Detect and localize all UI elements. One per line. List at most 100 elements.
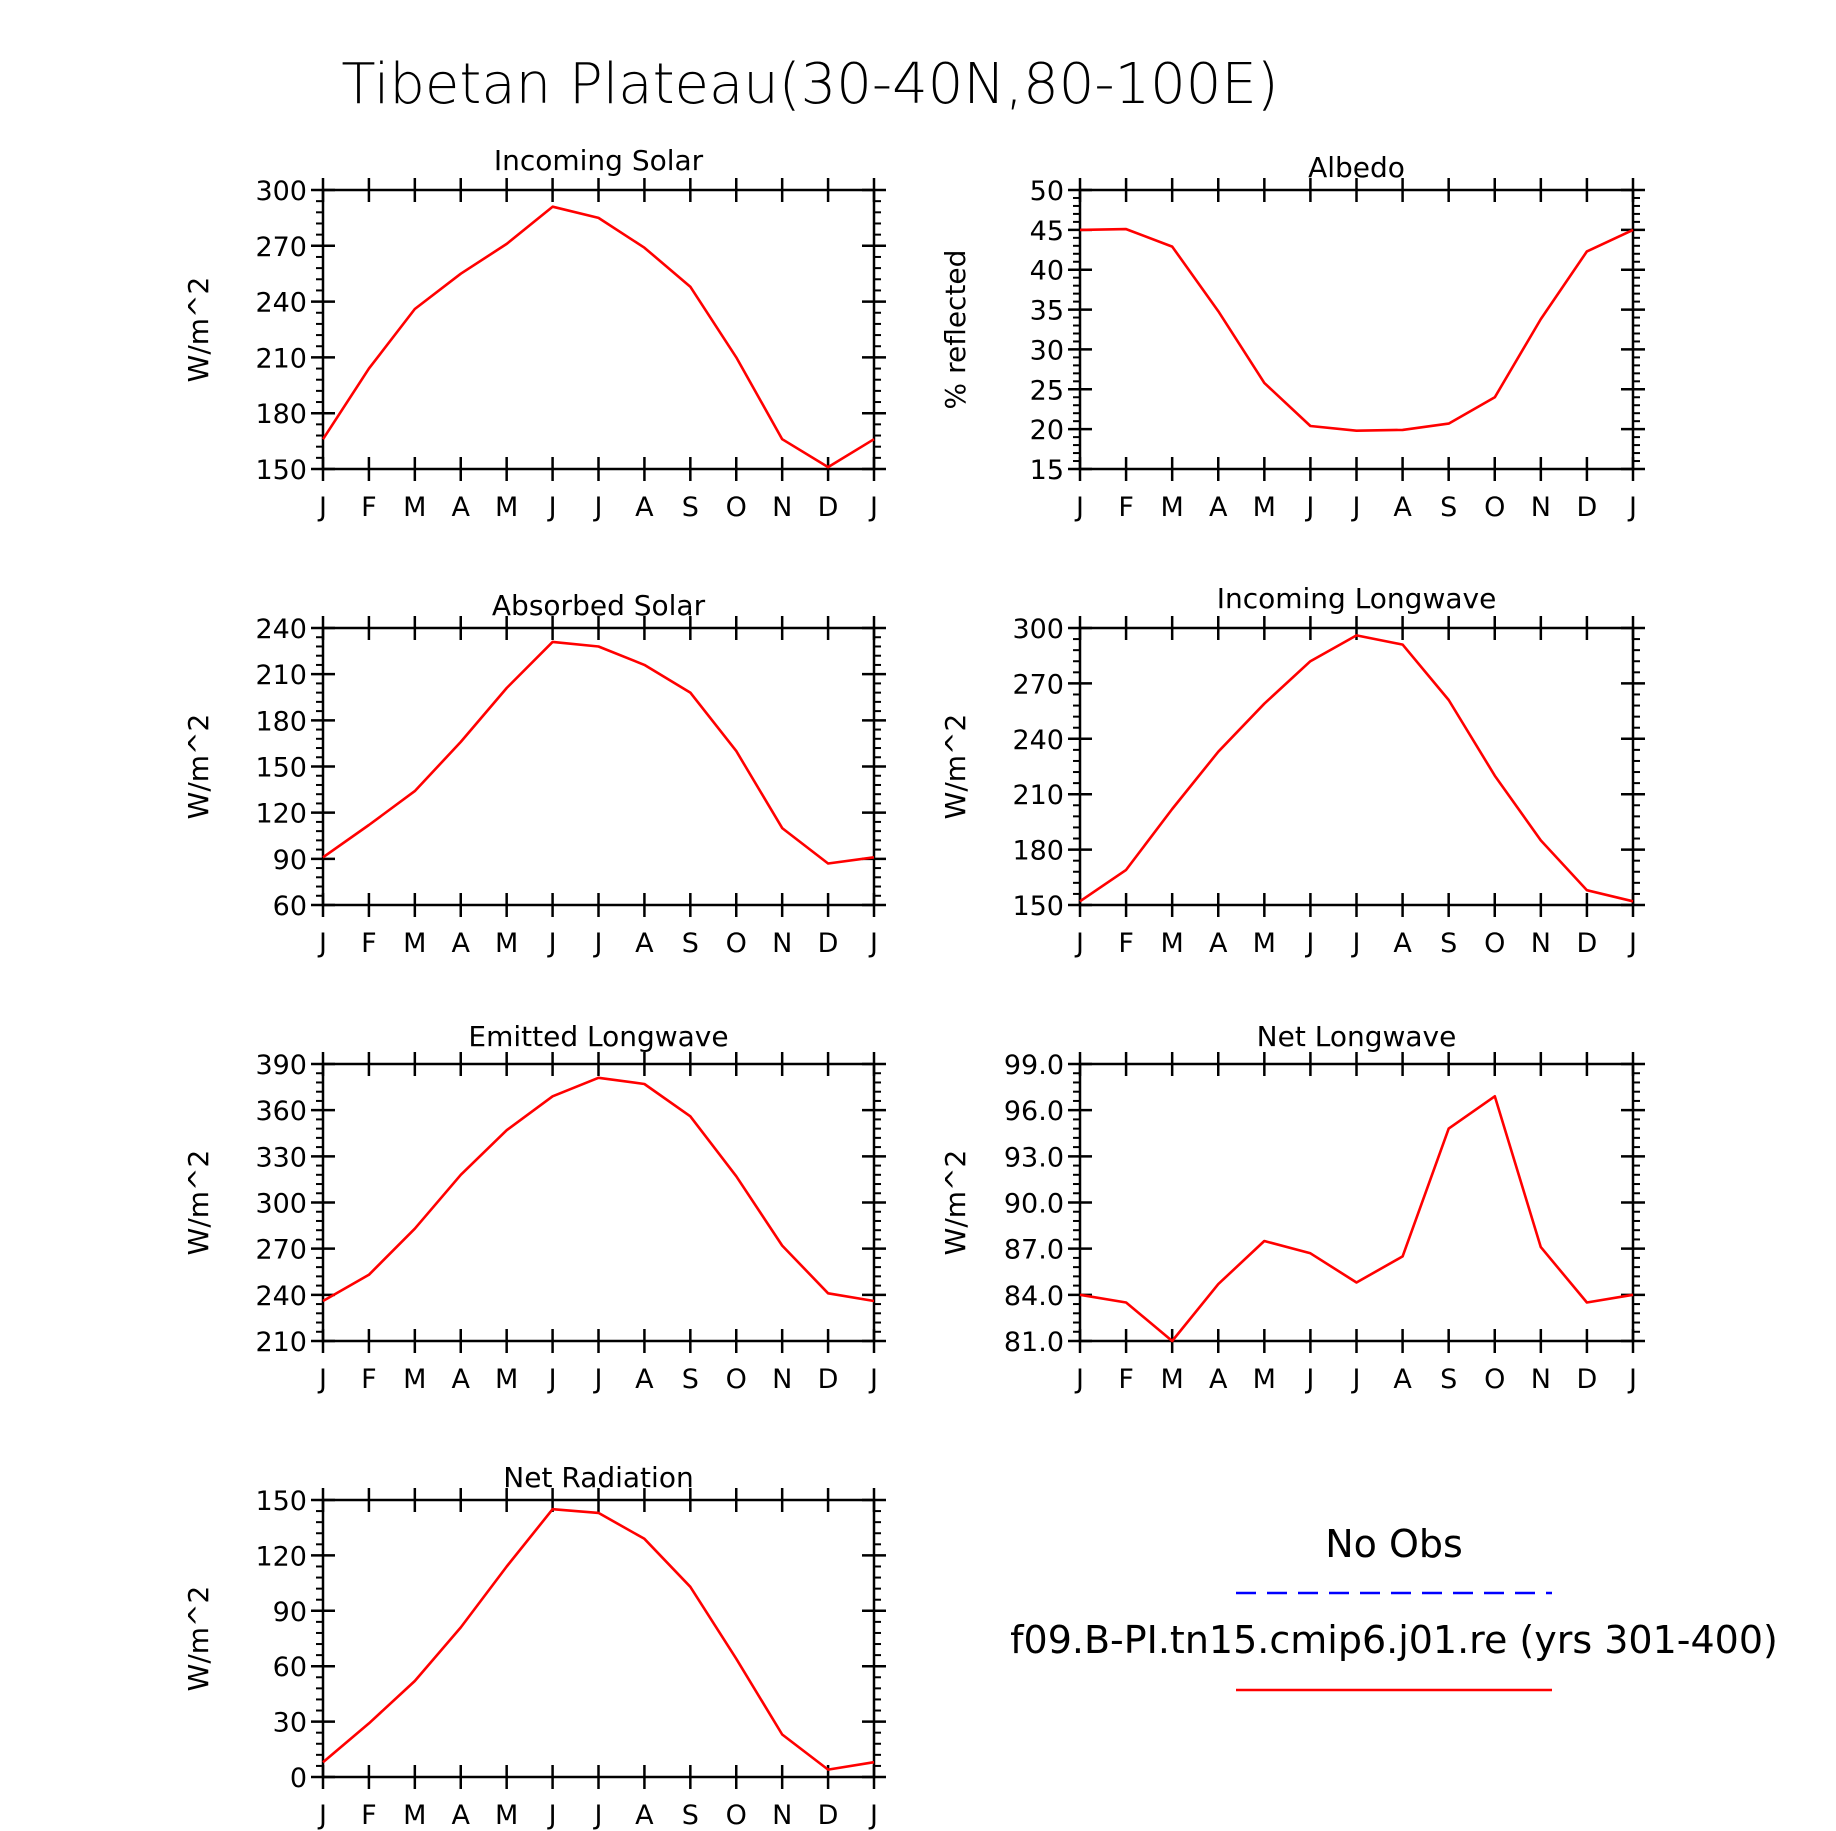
y-tick-label: 90	[273, 1597, 307, 1628]
x-tick-label: J	[1074, 492, 1084, 523]
plot-frame	[1078, 626, 1635, 907]
x-tick-label: M	[403, 492, 426, 523]
x-tick-label: F	[361, 1800, 377, 1831]
x-tick-label: M	[403, 1364, 426, 1395]
x-tick-label: J	[1627, 928, 1637, 959]
y-axis-label: W/m^2	[182, 1150, 215, 1256]
y-tick-label: 20	[1030, 415, 1064, 446]
x-tick-label: O	[726, 928, 747, 959]
y-tick-label: 210	[255, 660, 307, 691]
y-tick-label: 35	[1030, 296, 1064, 327]
plot-frame	[1078, 1062, 1635, 1343]
y-tick-label: 360	[255, 1096, 307, 1127]
x-tick-label: F	[361, 492, 377, 523]
y-tick-label: 60	[273, 1652, 307, 1683]
y-tick-label: 300	[255, 176, 307, 207]
x-tick-label: O	[1484, 1364, 1505, 1395]
x-tick-label: J	[1627, 492, 1637, 523]
y-tick-label: 240	[255, 1281, 307, 1312]
y-tick-label: 30	[1030, 335, 1064, 366]
x-tick-label: J	[1627, 1364, 1637, 1395]
y-tick-label: 210	[255, 343, 307, 374]
x-tick-label: J	[593, 492, 603, 523]
y-tick-label: 300	[255, 1189, 307, 1220]
panel-title: Net Longwave	[1257, 1020, 1457, 1053]
y-tick-label: 81.0	[1004, 1327, 1064, 1358]
x-tick-label: J	[1351, 928, 1361, 959]
x-tick-label: J	[1351, 492, 1361, 523]
series-line	[322, 640, 875, 865]
x-tick-label: S	[1440, 492, 1457, 523]
x-tick-label: J	[317, 1364, 327, 1395]
x-tick-label: O	[1484, 928, 1505, 959]
x-tick-label: D	[818, 492, 839, 523]
x-tick-label: J	[547, 1800, 557, 1831]
legend-model-label: f09.B-PI.tn15.cmip6.j01.re (yrs 301-400)	[1010, 1618, 1778, 1662]
plot-frame	[321, 1062, 876, 1343]
figure-title: Tibetan Plateau(30-40N,80-100E)	[341, 52, 1278, 117]
y-tick-label: 240	[255, 288, 307, 319]
x-tick-label: M	[1161, 928, 1184, 959]
y-tick-label: 0	[290, 1763, 307, 1794]
x-tick-label: F	[361, 928, 377, 959]
y-tick-label: 150	[1012, 891, 1064, 922]
y-tick-label: 240	[1012, 725, 1064, 756]
x-tick-label: M	[495, 492, 518, 523]
y-tick-label: 150	[255, 1486, 307, 1517]
x-tick-label: O	[726, 1800, 747, 1831]
x-tick-label: J	[547, 1364, 557, 1395]
x-tick-label: F	[1118, 1364, 1134, 1395]
x-tick-label: J	[1351, 1364, 1361, 1395]
plot-frame	[1078, 188, 1635, 471]
x-tick-label: S	[1440, 928, 1457, 959]
x-tick-label: N	[1531, 928, 1551, 959]
x-tick-label: D	[1577, 928, 1598, 959]
y-tick-label: 60	[273, 891, 307, 922]
y-axis-label: W/m^2	[182, 714, 215, 820]
x-tick-label: J	[868, 492, 878, 523]
y-axis-label: W/m^2	[939, 714, 972, 820]
series-line	[322, 1507, 875, 1771]
y-tick-label: 390	[255, 1050, 307, 1081]
x-tick-label: M	[495, 928, 518, 959]
y-tick-label: 25	[1030, 375, 1064, 406]
y-tick-label: 93.0	[1004, 1142, 1064, 1173]
x-tick-label: M	[495, 1364, 518, 1395]
series-line	[1079, 634, 1634, 903]
y-tick-label: 180	[1012, 836, 1064, 867]
x-tick-label: S	[682, 928, 699, 959]
plot-frame	[321, 188, 876, 471]
y-tick-label: 210	[1012, 780, 1064, 811]
x-tick-label: J	[1304, 928, 1314, 959]
y-axis-label: % reflected	[939, 250, 972, 410]
x-tick-label: D	[818, 1364, 839, 1395]
x-tick-label: A	[1209, 492, 1228, 523]
y-tick-label: 84.0	[1004, 1281, 1064, 1312]
x-tick-label: M	[1161, 492, 1184, 523]
x-tick-label: A	[635, 492, 654, 523]
plot-frame	[321, 626, 876, 907]
x-tick-label: J	[593, 928, 603, 959]
x-tick-label: O	[1484, 492, 1505, 523]
x-tick-label: A	[1393, 928, 1412, 959]
x-tick-label: A	[1209, 1364, 1228, 1395]
x-tick-label: A	[452, 492, 471, 523]
x-tick-label: J	[1074, 1364, 1084, 1395]
panel-title: Incoming Solar	[494, 144, 704, 177]
legend-obs-label: No Obs	[1325, 1522, 1463, 1566]
x-tick-label: A	[452, 928, 471, 959]
x-tick-label: A	[1393, 1364, 1412, 1395]
x-tick-label: N	[772, 928, 792, 959]
panel-title: Emitted Longwave	[468, 1020, 728, 1053]
y-tick-label: 270	[1012, 669, 1064, 700]
y-tick-label: 270	[255, 232, 307, 263]
y-tick-label: 240	[255, 614, 307, 645]
x-tick-label: S	[1440, 1364, 1457, 1395]
y-tick-label: 180	[255, 399, 307, 430]
y-tick-label: 99.0	[1004, 1050, 1064, 1081]
